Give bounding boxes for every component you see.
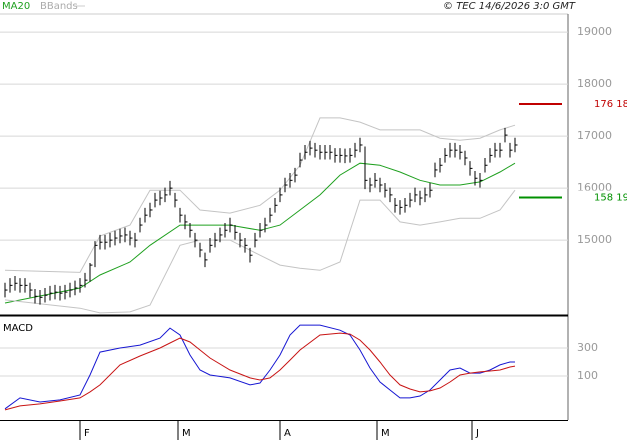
level-label-bg xyxy=(572,190,626,205)
x-tick-label: A xyxy=(284,428,291,439)
macd-line xyxy=(4,332,516,411)
y-tick-label: 100 xyxy=(577,369,598,382)
copyright: © TEC 14/6/2026 3:0 GMT xyxy=(443,1,576,12)
y-tick-label: 17000 xyxy=(577,129,612,142)
x-tick-label: M xyxy=(182,428,191,439)
ma-line xyxy=(4,162,516,304)
y-tick-label: 19000 xyxy=(577,25,612,38)
y-tick-label: 300 xyxy=(577,341,598,354)
level-label-bg xyxy=(572,97,626,112)
x-tick-label: M xyxy=(381,428,390,439)
legend-bbands: BBands xyxy=(40,1,78,12)
y-tick-label: 15000 xyxy=(577,233,612,246)
panel-title: MACD xyxy=(3,323,33,334)
legend-ma20: MA20 xyxy=(2,1,30,12)
x-tick-label: J xyxy=(475,428,479,439)
macd-line xyxy=(4,324,515,410)
band-lower xyxy=(4,189,516,314)
x-tick-label: F xyxy=(84,428,90,439)
level-label: 158 19 xyxy=(594,193,627,204)
level-label: 176 18 xyxy=(594,99,627,110)
y-tick-label: 18000 xyxy=(577,77,612,90)
